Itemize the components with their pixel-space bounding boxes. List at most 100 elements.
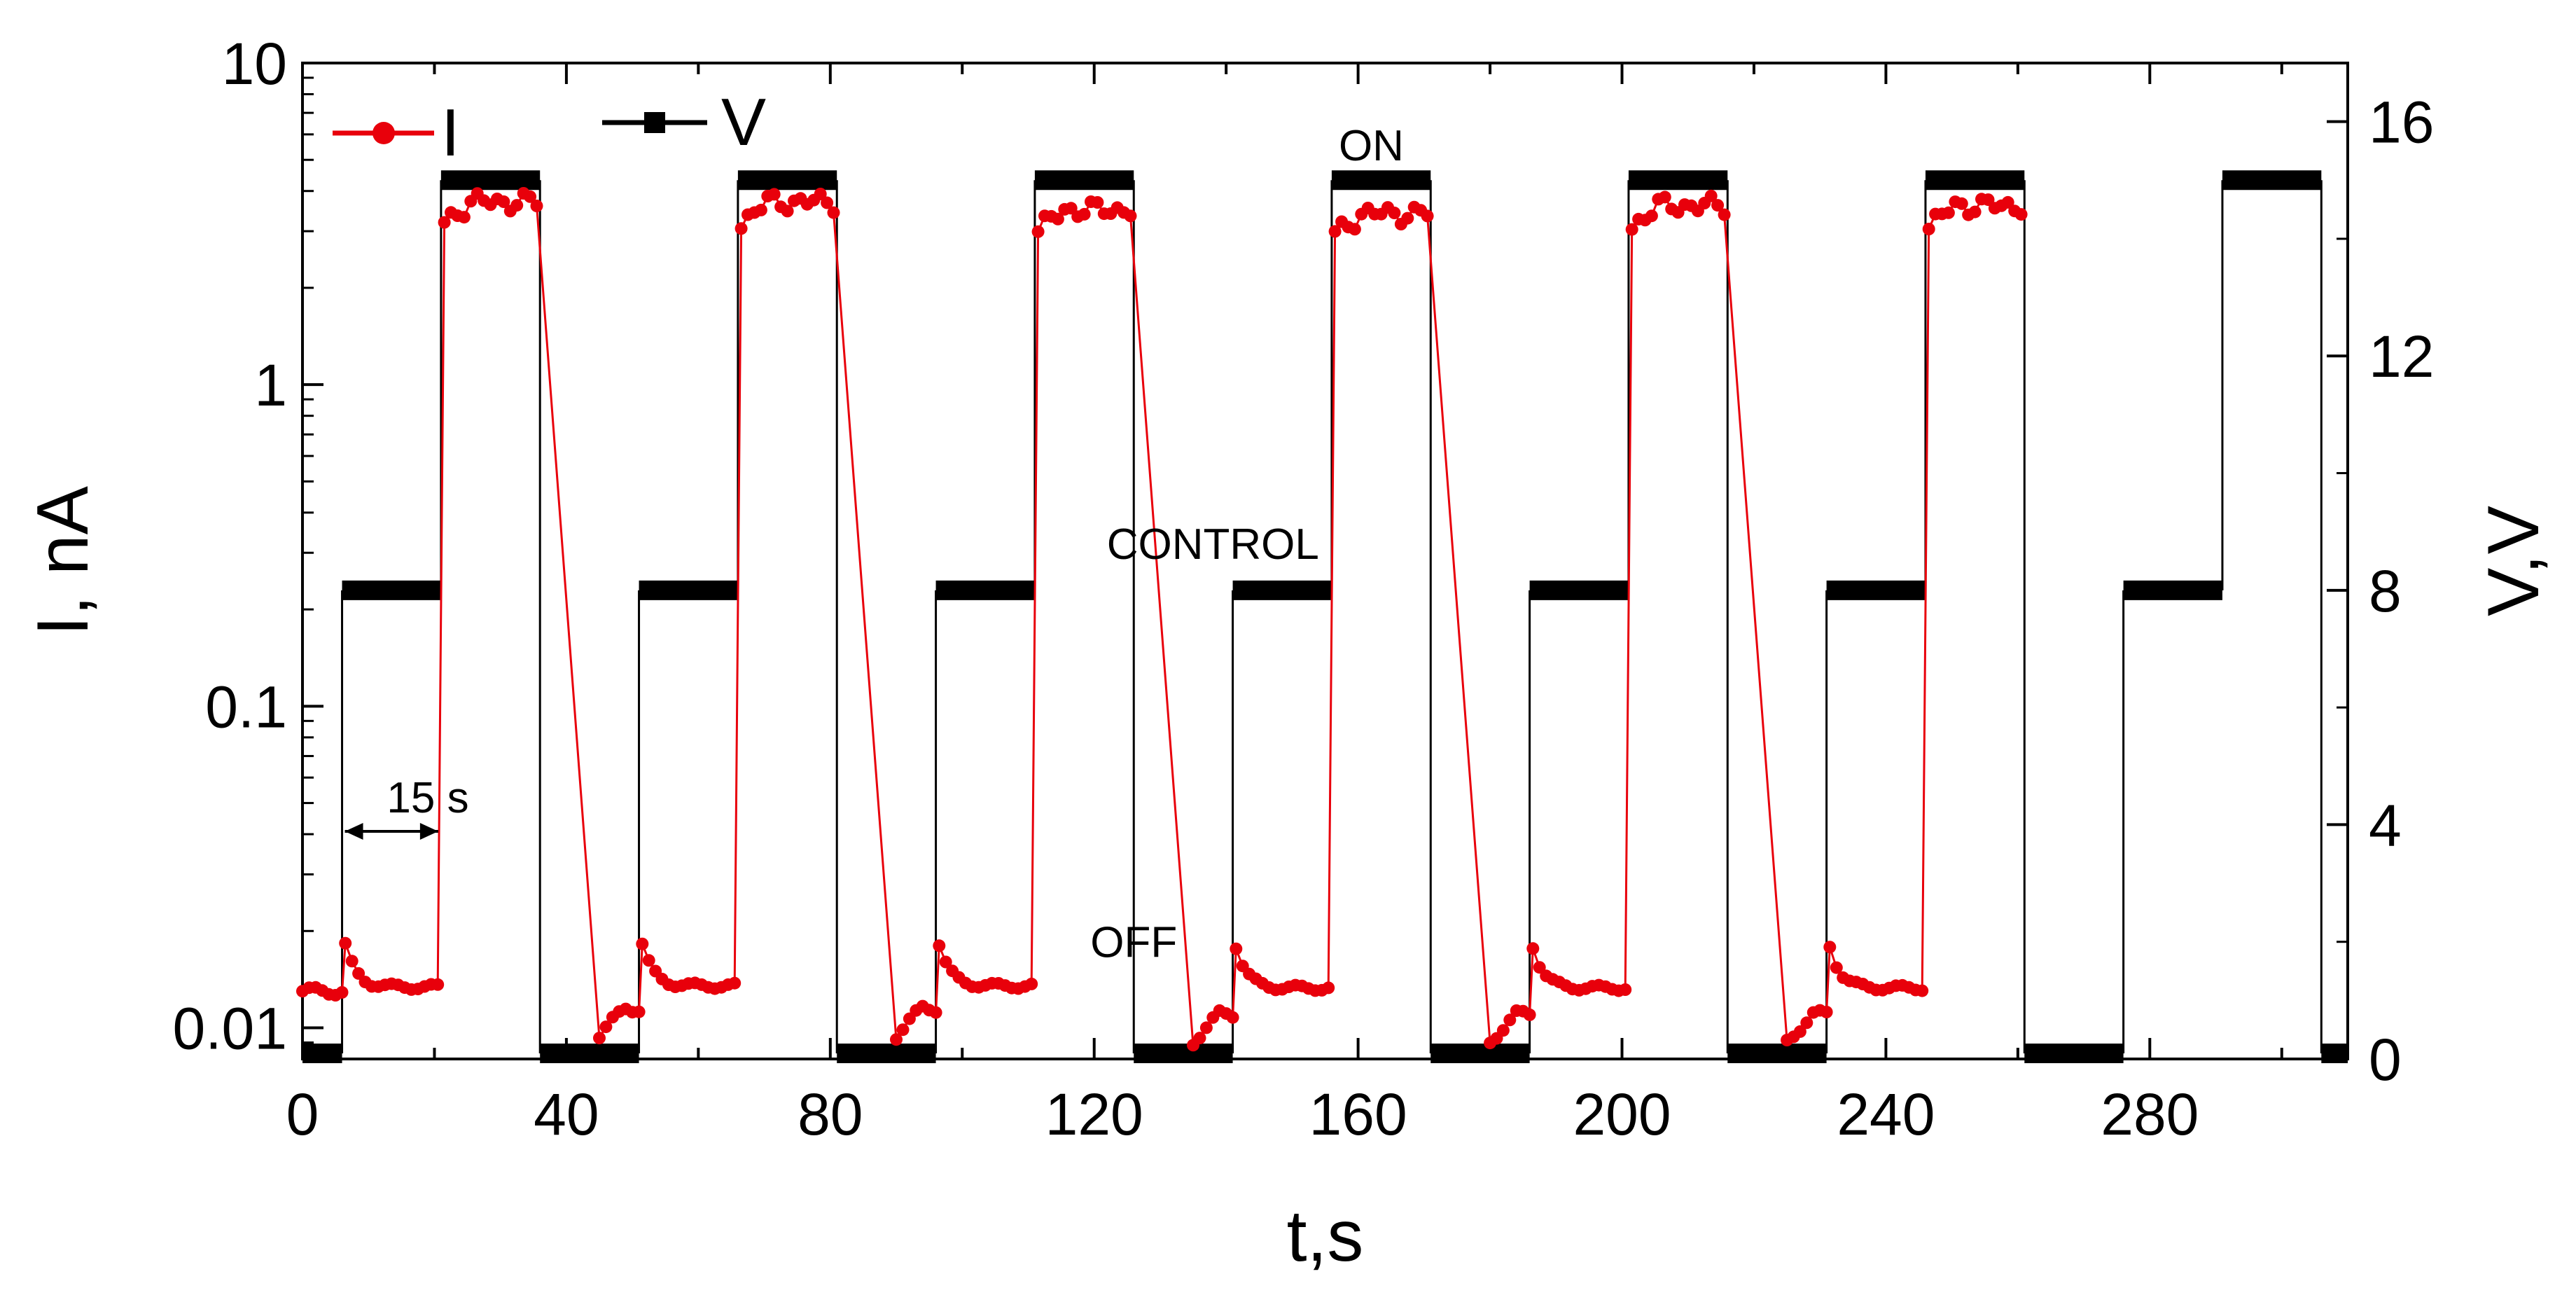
i-point (524, 190, 537, 203)
i-point (767, 188, 781, 201)
y-left-tick-label: 0.01 (173, 996, 288, 1062)
i-point (1645, 209, 1658, 223)
i-point (896, 1023, 910, 1037)
i-point (734, 222, 748, 235)
y-right-tick-label: 8 (2369, 558, 2402, 624)
i-point (1982, 193, 1995, 207)
i-point (530, 200, 543, 212)
i-point (1533, 961, 1546, 974)
i-point (339, 936, 352, 950)
i-point (1503, 1013, 1517, 1027)
i-point (1031, 225, 1045, 238)
x-tick-label: 80 (798, 1081, 863, 1147)
i-point (1401, 212, 1414, 225)
i-point (632, 1005, 646, 1018)
y-left-tick-label: 10 (222, 31, 287, 97)
legend: I V (333, 85, 766, 170)
x-tick-label: 40 (534, 1081, 599, 1147)
i-point (754, 203, 767, 216)
i-point (1348, 223, 1361, 236)
i-point (1322, 981, 1335, 995)
x-axis-title: t,s (1287, 1196, 1364, 1277)
i-point (1704, 189, 1718, 202)
y-left-tick-label: 1 (254, 352, 287, 418)
x-tick-label: 200 (1573, 1081, 1671, 1147)
annotation-on: ON (1339, 122, 1404, 170)
y-axis-left-title: I, nA (22, 485, 104, 636)
plot-frame (301, 62, 2349, 1060)
x-tick-label: 160 (1309, 1081, 1407, 1147)
i-point (2001, 195, 2014, 209)
i-point (1625, 223, 1638, 236)
legend-v-marker (644, 112, 665, 133)
i-point (1025, 977, 1038, 990)
i-point (1230, 942, 1243, 955)
i-point (438, 216, 451, 229)
series-v (302, 170, 2348, 1063)
annotation-off: OFF (1090, 919, 1177, 967)
i-point (1830, 961, 1843, 974)
i-point (1968, 205, 1982, 219)
i-line (302, 191, 2022, 1048)
i-point (1421, 209, 1434, 223)
i-point (1823, 941, 1837, 954)
i-point (1051, 212, 1064, 226)
i-point (1658, 191, 1671, 204)
i-point (1388, 207, 1401, 219)
i-point (1496, 1024, 1510, 1037)
i-point (1078, 207, 1091, 221)
i-point (636, 937, 649, 950)
i-point (1226, 1011, 1239, 1024)
i-point (1922, 223, 1935, 235)
i-point (1942, 206, 1955, 219)
i-point (593, 1032, 606, 1045)
i-point (352, 967, 365, 980)
i-point (827, 206, 840, 219)
i-point (781, 205, 794, 218)
series-i (296, 187, 2028, 1052)
legend-i-marker (373, 122, 395, 144)
y-right-tick-label: 4 (2369, 792, 2402, 858)
annotation-15s-arrow (344, 823, 438, 840)
i-point (890, 1033, 903, 1046)
i-point (1711, 199, 1725, 212)
i-point (599, 1020, 613, 1034)
annotation-15s: 15 s (387, 774, 468, 822)
y-left-tick-label: 0.1 (205, 674, 287, 740)
i-point (497, 195, 510, 208)
i-point (2014, 208, 2028, 221)
axis-ticks (301, 62, 2348, 1060)
i-point (457, 211, 471, 224)
x-tick-label: 240 (1837, 1081, 1935, 1147)
x-tick-label: 120 (1045, 1081, 1143, 1147)
i-point (345, 955, 358, 968)
i-point (431, 978, 445, 991)
i-point (1718, 208, 1731, 221)
i-point (1064, 202, 1078, 215)
i-point (1091, 196, 1104, 209)
i-point (814, 188, 827, 200)
annotation-control: CONTROL (1107, 520, 1319, 569)
i-point (1526, 942, 1540, 955)
arrow-head-left (344, 823, 363, 840)
i-point (1820, 1006, 1833, 1018)
i-point (335, 985, 349, 999)
y-right-tick-label: 12 (2369, 324, 2434, 389)
i-point (1793, 1025, 1806, 1038)
i-point (1328, 225, 1342, 238)
y-axis-right-title: V,V (2473, 506, 2554, 616)
y-right-tick-label: 16 (2369, 90, 2434, 155)
i-point (1955, 197, 1968, 210)
i-point (939, 955, 952, 969)
y-right-tick-label: 0 (2369, 1027, 2402, 1093)
legend-v-label: V (721, 85, 766, 160)
i-point (1916, 984, 1929, 997)
i-point (1199, 1021, 1213, 1034)
i-point (1619, 983, 1632, 996)
i-point (821, 196, 834, 209)
x-tick-label: 280 (2101, 1081, 2199, 1147)
tick-labels: 0 40 80 120 160 200 240 280 0.01 0.1 1 10 0 4 8 12 16 (173, 31, 2435, 1147)
arrow-head-right (419, 823, 438, 840)
